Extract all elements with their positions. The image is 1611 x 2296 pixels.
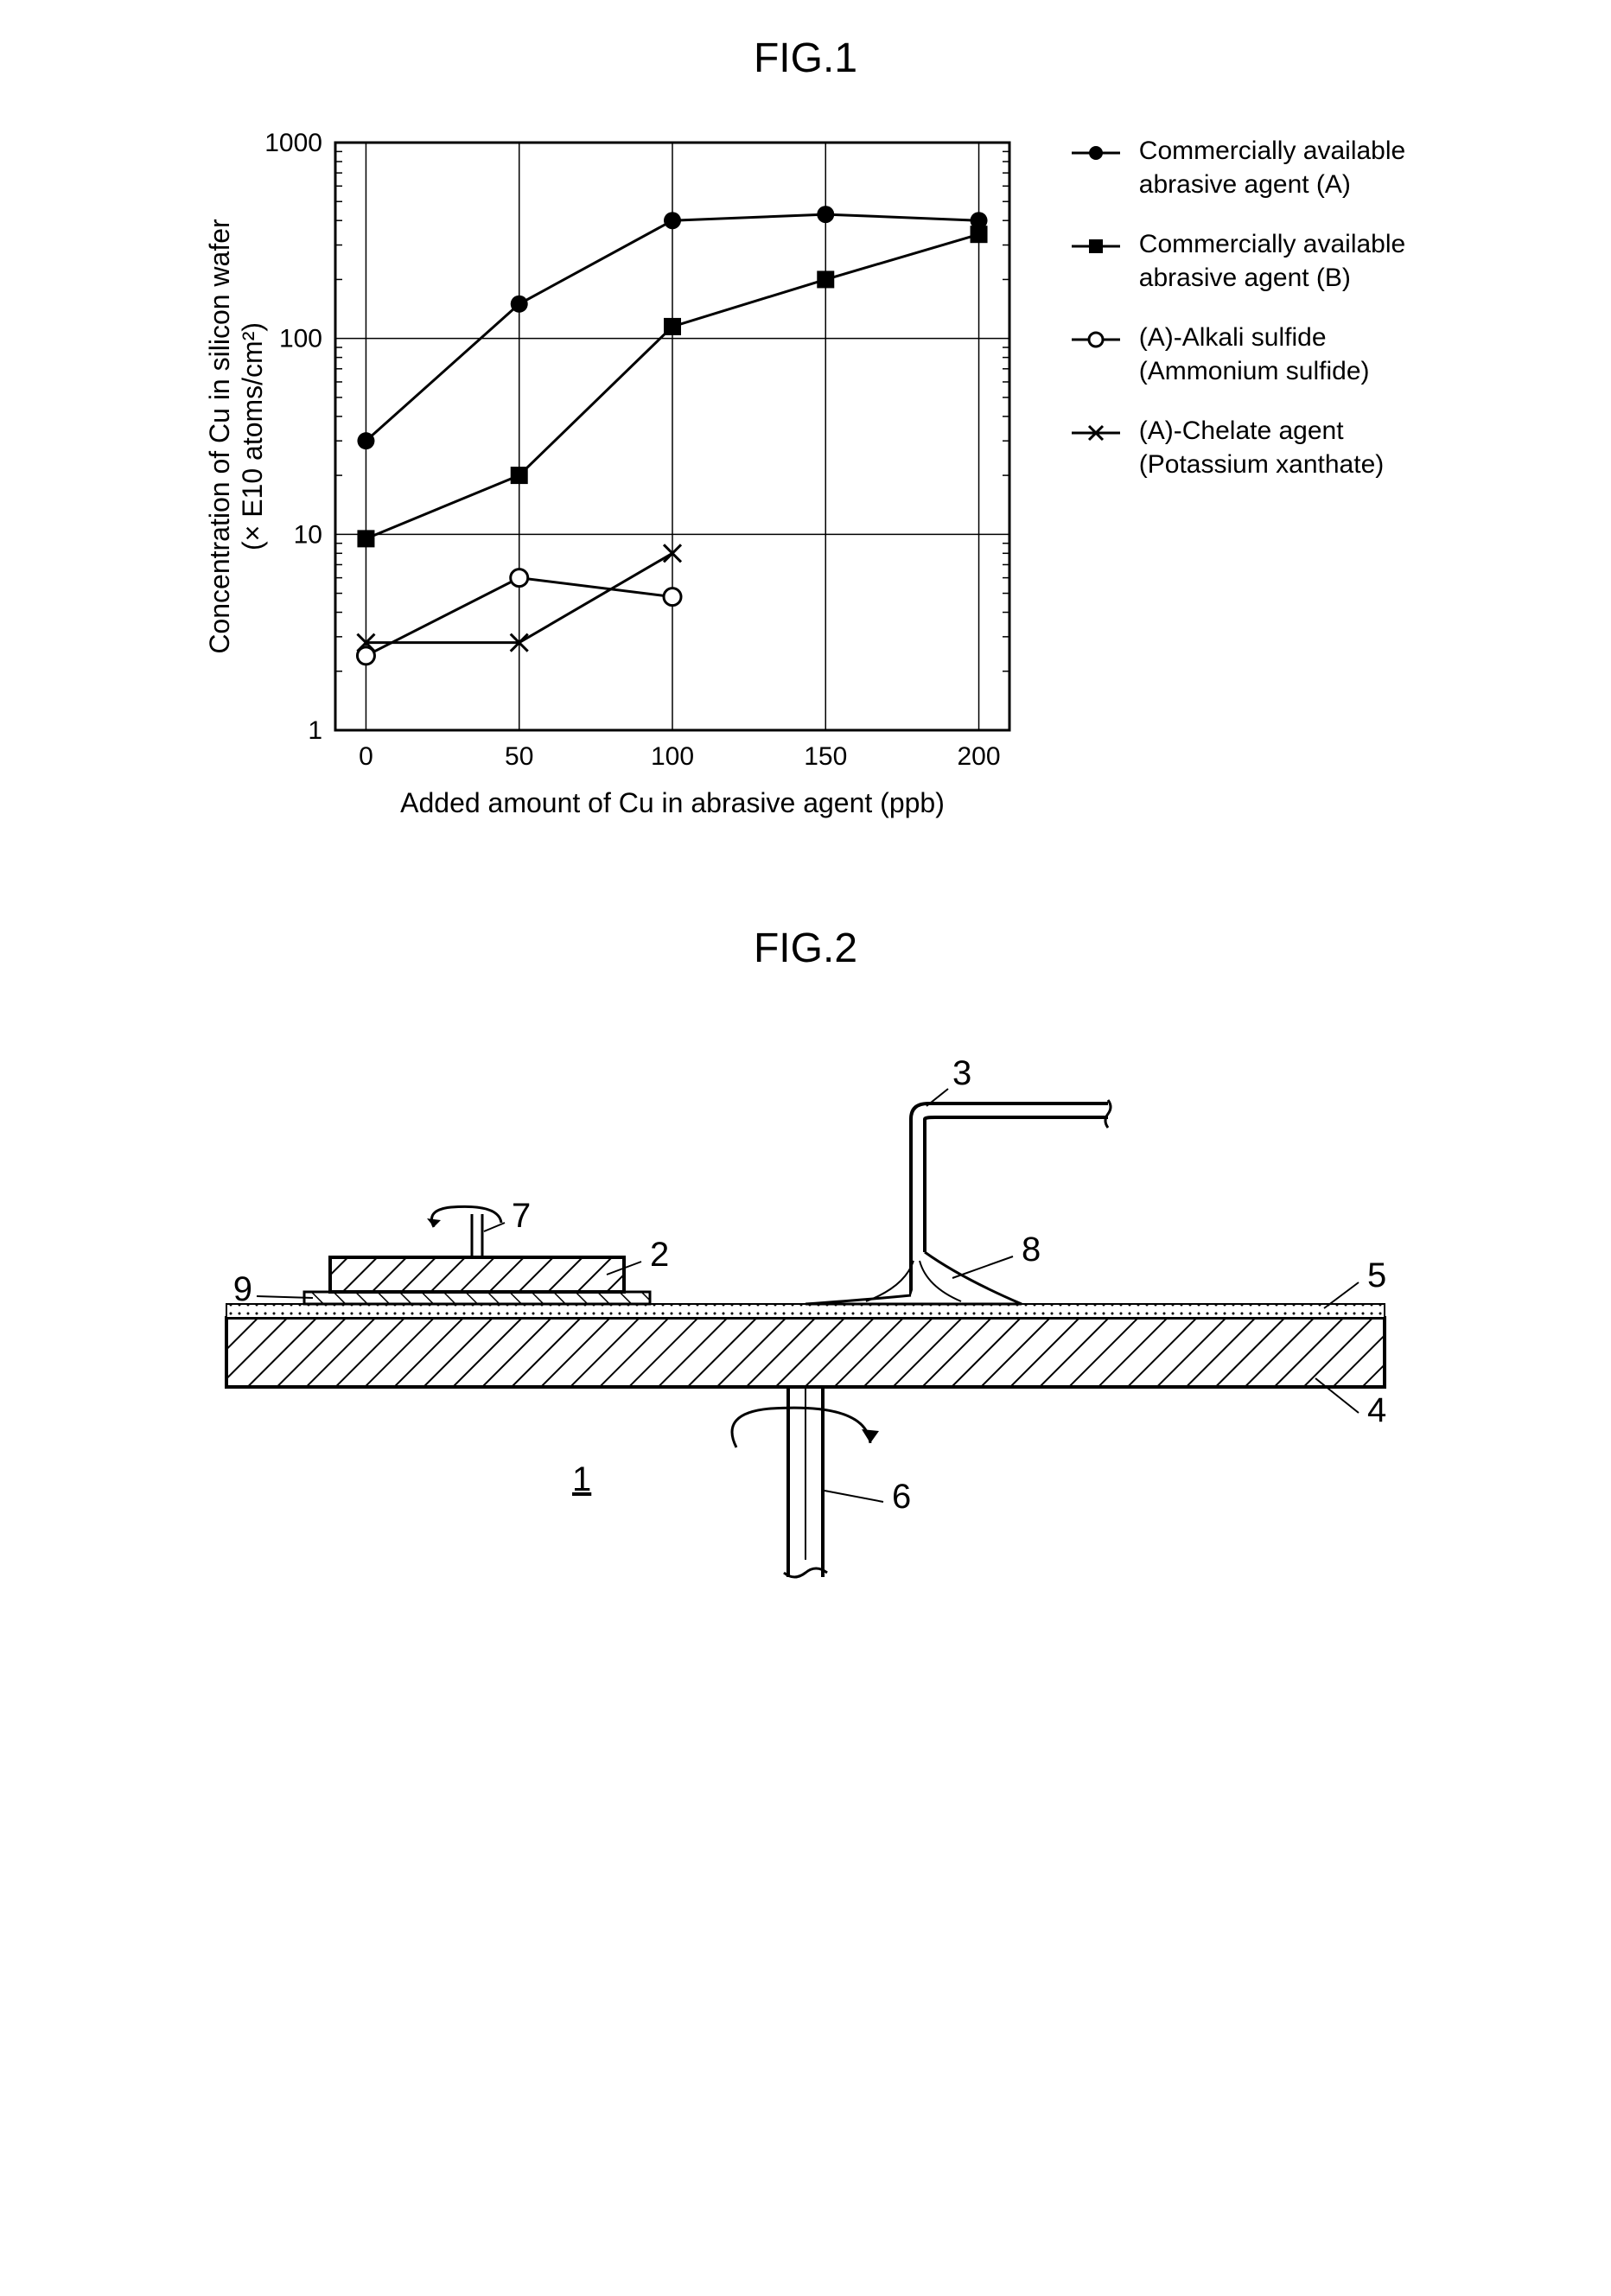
svg-text:8: 8	[1022, 1231, 1041, 1269]
svg-text:1: 1	[308, 716, 322, 745]
figure-2-title: FIG.2	[35, 925, 1576, 972]
legend-marker	[1070, 321, 1139, 357]
svg-text:3: 3	[952, 1054, 971, 1092]
svg-text:0: 0	[359, 742, 373, 771]
svg-text:4: 4	[1367, 1391, 1386, 1429]
figure-1-title: FIG.1	[35, 35, 1576, 82]
legend-item: Commercially availableabrasive agent (A)	[1070, 134, 1405, 201]
legend-marker	[1070, 227, 1139, 264]
chart-area: 0 50 100 150 200 1 10 100 1000 Added amount of Cu…	[206, 117, 1035, 838]
svg-text:1000: 1000	[264, 129, 322, 157]
legend-marker	[1070, 134, 1139, 170]
svg-text:100: 100	[279, 325, 322, 353]
svg-text:2: 2	[650, 1236, 669, 1274]
svg-text:150: 150	[804, 742, 847, 771]
legend-text: Commercially availableabrasive agent (B)	[1139, 227, 1405, 295]
svg-text:Concentration of Cu in silicon: Concentration of Cu in silicon wafer	[206, 219, 235, 654]
figure-2-content: 3 2 7 8 5 4 9 6 1	[35, 1007, 1576, 1612]
chart-svg: 0 50 100 150 200 1 10 100 1000 Added amount of Cu…	[206, 117, 1035, 834]
figure-2-container: FIG.2 3 2 7 8 5 4 9 6 1	[35, 925, 1576, 1612]
svg-text:10: 10	[293, 520, 322, 549]
legend-text: Commercially availableabrasive agent (A)	[1139, 134, 1405, 201]
svg-text:6: 6	[892, 1478, 911, 1516]
svg-text:100: 100	[651, 742, 694, 771]
svg-text:Added amount of Cu in abrasive: Added amount of Cu in abrasive agent (pp…	[400, 787, 945, 818]
svg-text:7: 7	[512, 1197, 531, 1235]
svg-text:(× E10 atoms/cm²): (× E10 atoms/cm²)	[237, 322, 268, 550]
figure-1-content: 0 50 100 150 200 1 10 100 1000 Added amount of Cu…	[35, 117, 1576, 838]
diagram-svg: 3 2 7 8 5 4 9 6 1	[157, 1007, 1454, 1612]
svg-text:9: 9	[233, 1270, 252, 1308]
legend-item: (A)-Alkali sulfide(Ammonium sulfide)	[1070, 321, 1405, 388]
svg-text:200: 200	[957, 742, 1000, 771]
svg-text:50: 50	[505, 742, 533, 771]
legend-item: Commercially availableabrasive agent (B)	[1070, 227, 1405, 295]
legend-text: (A)-Alkali sulfide(Ammonium sulfide)	[1139, 321, 1370, 388]
legend-item: (A)-Chelate agent(Potassium xanthate)	[1070, 414, 1405, 481]
svg-text:1: 1	[572, 1460, 591, 1498]
legend-area: Commercially availableabrasive agent (A)…	[1070, 117, 1405, 838]
svg-text:5: 5	[1367, 1256, 1386, 1294]
legend-text: (A)-Chelate agent(Potassium xanthate)	[1139, 414, 1384, 481]
figure-1-container: FIG.1 0 50 100 150 200 1 10 100 1000 Added amount…	[35, 35, 1576, 838]
legend-marker	[1070, 414, 1139, 450]
